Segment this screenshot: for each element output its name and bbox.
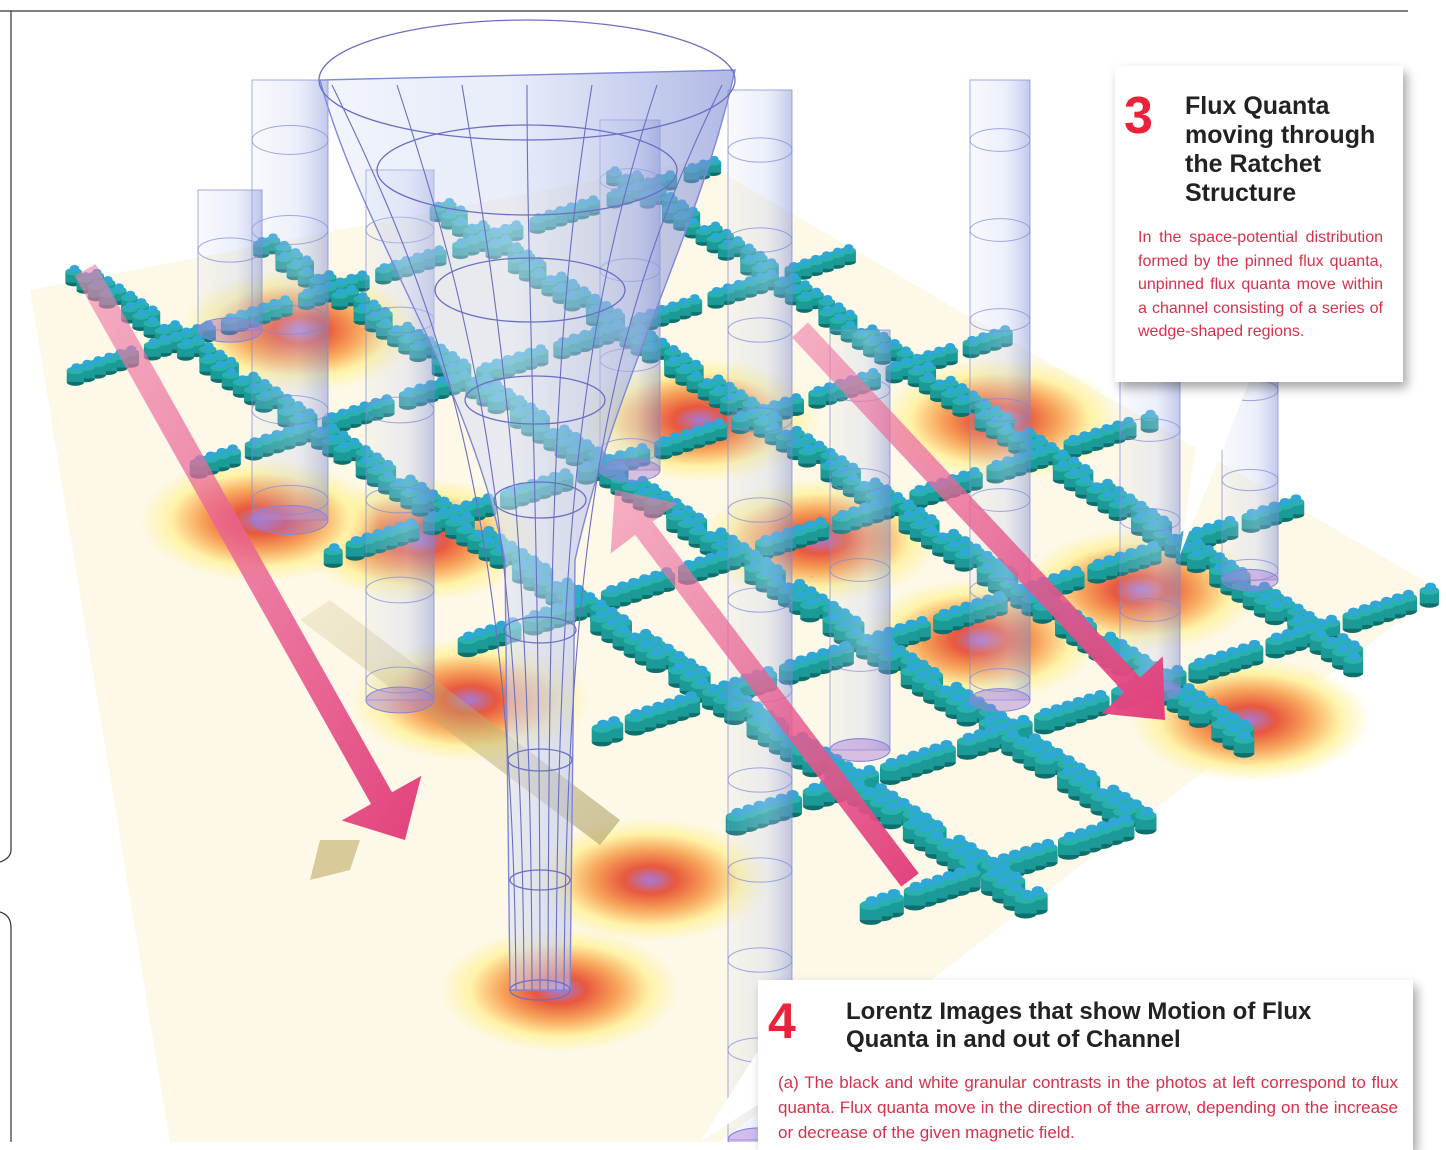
- frame-left-curl: [0, 850, 11, 862]
- callout-title: Lorentz Images that show Motion of Flux …: [846, 998, 1386, 1054]
- callout-lorentz-images: 4 Lorentz Images that show Motion of Flu…: [758, 980, 1413, 1150]
- callout-body: (a) The black and white granular contras…: [778, 1070, 1398, 1145]
- flux-tube: [198, 190, 262, 342]
- flux-tube: [970, 80, 1030, 711]
- callout-title: Flux Quanta moving through the Ratchet S…: [1185, 92, 1395, 208]
- frame-left-lower: [0, 912, 11, 1142]
- flux-tube: [252, 80, 328, 534]
- callout-body: In the space-potential distribution form…: [1138, 226, 1383, 344]
- step-number: 3: [1124, 90, 1153, 142]
- callout-flux-quanta-ratchet: 3 Flux Quanta moving through the Ratchet…: [1115, 66, 1403, 382]
- step-number: 4: [768, 996, 796, 1046]
